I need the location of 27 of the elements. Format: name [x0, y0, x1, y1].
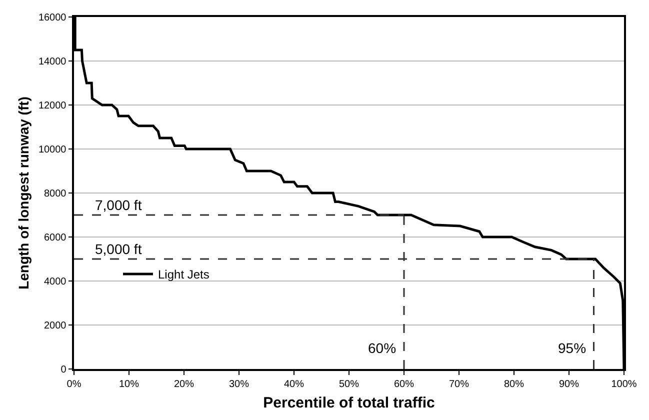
y-tick-label: 6000	[44, 232, 67, 244]
ref-line-label: 5,000 ft	[95, 241, 142, 257]
x-tick-label: 10%	[118, 378, 140, 390]
x-tick-label: 60%	[394, 378, 414, 390]
legend-label: Light Jets	[158, 268, 210, 282]
y-tick-label: 10000	[38, 144, 67, 156]
x-axis-title: Percentile of total traffic	[263, 394, 435, 412]
x-tick-label: 80%	[504, 378, 524, 390]
ref-line-label: 95%	[558, 340, 586, 356]
y-axis-title: Length of longest runway (ft)	[16, 96, 32, 290]
y-tick-label: 16000	[38, 12, 67, 24]
x-tick-label: 0%	[66, 378, 82, 390]
x-tick-label: 70%	[448, 378, 470, 390]
x-tick-label: 20%	[174, 378, 194, 390]
x-tick-label: 30%	[228, 378, 250, 390]
x-tick-label: 50%	[338, 378, 360, 390]
y-tick-label: 12000	[38, 100, 67, 112]
x-tick-label: 90%	[558, 378, 580, 390]
y-tick-label: 0	[60, 364, 67, 376]
x-tick-label: 40%	[284, 378, 304, 390]
x-tick-label: 100%	[611, 378, 637, 390]
y-tick-label: 2000	[44, 320, 67, 332]
y-tick-label: 8000	[44, 188, 67, 200]
ref-line-label: 7,000 ft	[95, 197, 142, 213]
ref-line-label: 60%	[368, 340, 396, 356]
y-tick-label: 4000	[44, 276, 67, 288]
y-tick-label: 14000	[38, 56, 67, 68]
